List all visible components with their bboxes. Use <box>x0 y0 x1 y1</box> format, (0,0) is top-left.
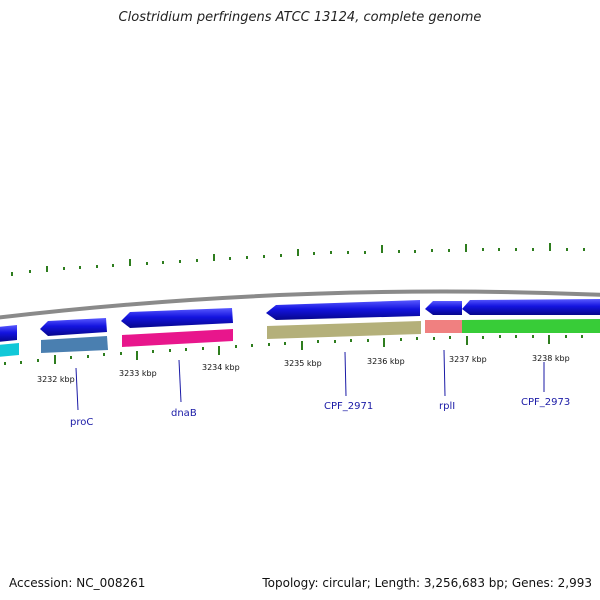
kbp-label-3236: 3236 kbp <box>367 357 405 366</box>
gene-label-CPF_2971: CPF_2971 <box>324 401 373 412</box>
gene-label-rplI: rplI <box>439 401 455 412</box>
genome-backbone <box>0 289 600 320</box>
gene-label-leaders <box>75 349 545 411</box>
cyan-feature <box>0 343 19 357</box>
gene-arrow-left-edge <box>0 325 17 342</box>
kbp-label-3234: 3234 kbp <box>202 363 240 372</box>
feature-track <box>0 319 600 357</box>
CPF_2973-feature <box>462 319 600 333</box>
gene-label-proC: proC <box>70 417 93 428</box>
rplI-feature <box>425 320 462 333</box>
gene-labels: proC dnaB CPF_2971 rplI CPF_2973 <box>70 397 570 428</box>
gene-arrow-CPF_2973 <box>462 299 600 315</box>
genome-title: Clostridium perfringens ATCC 13124, comp… <box>118 10 482 25</box>
kbp-label-3235: 3235 kbp <box>284 359 322 368</box>
gene-arrow-CPF_2971 <box>266 300 420 320</box>
gene-arrow-dnaB <box>121 308 233 328</box>
gene-label-CPF_2973: CPF_2973 <box>521 397 570 408</box>
forward-strand-track <box>0 299 600 342</box>
topology-text: Topology: circular; Length: 3,256,683 bp… <box>262 576 592 590</box>
kbp-label-3237: 3237 kbp <box>449 355 487 364</box>
gene-arrow-rplI <box>425 301 462 315</box>
inner-tick-track <box>4 335 583 365</box>
accession-text: Accession: NC_008261 <box>9 576 146 590</box>
kbp-label-3233: 3233 kbp <box>119 369 157 378</box>
kbp-label-3232: 3232 kbp <box>37 375 75 384</box>
dnaB-feature <box>122 329 233 347</box>
proC-feature <box>41 336 108 353</box>
gc-skew-track <box>11 243 585 276</box>
kbp-label-3238: 3238 kbp <box>532 354 570 363</box>
kbp-tick-labels: 3232 kbp 3233 kbp 3234 kbp 3235 kbp 3236… <box>37 354 570 384</box>
gene-label-dnaB: dnaB <box>171 408 197 419</box>
gene-arrow-proC <box>40 318 107 336</box>
CPF_2971-feature <box>267 321 421 339</box>
